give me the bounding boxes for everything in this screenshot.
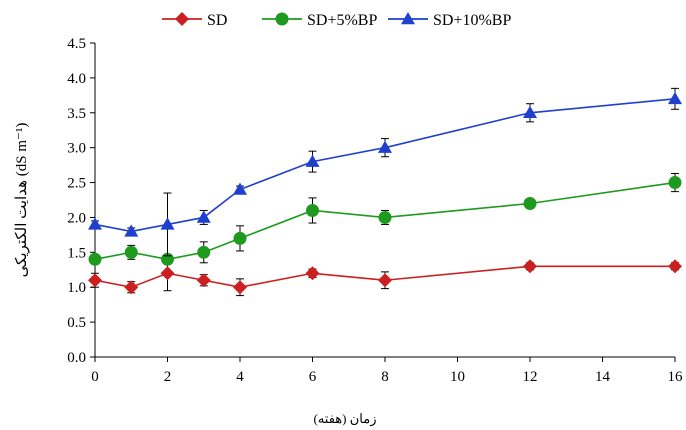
data-point (523, 259, 537, 274)
legend-label: SD (207, 12, 227, 29)
legend: SD SD+5%BP SD+10%BP (162, 12, 511, 29)
x-tick-label: 6 (309, 369, 317, 385)
x-tick-label: 14 (595, 369, 611, 385)
legend-marker (175, 12, 189, 26)
data-point (124, 224, 139, 237)
y-tick-label: 4.5 (67, 36, 86, 52)
data-point (668, 259, 682, 274)
data-point (378, 273, 392, 288)
series-diamond (88, 255, 682, 297)
x-tick-label: 12 (523, 369, 538, 385)
data-point (160, 266, 175, 281)
y-axis-label: هدایت الکتریکی (dS m⁻¹) (14, 123, 30, 278)
y-tick-label: 1.0 (67, 280, 86, 296)
data-point (160, 217, 175, 230)
data-point (124, 280, 139, 295)
legend-item: SD+5%BP (262, 12, 377, 29)
data-point (124, 245, 138, 259)
data-point (196, 273, 211, 288)
data-point (88, 217, 102, 230)
data-point (88, 252, 102, 266)
data-point (305, 266, 320, 281)
plot-area (88, 87, 682, 297)
x-tick-label: 16 (668, 369, 684, 385)
data-point (305, 154, 320, 167)
data-point (306, 203, 319, 217)
data-point (196, 210, 211, 223)
x-tick-label: 8 (381, 369, 389, 385)
x-axis-label: زمان (هفته) (314, 411, 377, 427)
legend-marker (401, 12, 415, 25)
data-point (523, 105, 537, 119)
data-point (88, 273, 102, 288)
x-tick-label: 10 (450, 369, 465, 385)
y-tick-label: 4.0 (67, 71, 86, 87)
legend-marker (275, 12, 289, 26)
data-point (668, 176, 682, 190)
data-point (233, 182, 247, 195)
x-tick-label: 2 (164, 369, 172, 385)
data-point (233, 280, 247, 295)
y-tick-label: 0.0 (67, 350, 86, 366)
legend-label: SD+10%BP (433, 12, 511, 29)
y-tick-label: 0.5 (67, 315, 86, 331)
data-point (378, 140, 392, 153)
y-tick-label: 3.5 (67, 106, 86, 122)
series-circle (88, 172, 682, 266)
legend-label: SD+5%BP (307, 12, 377, 29)
x-tick-label: 0 (91, 369, 99, 385)
y-tick-label: 2.0 (67, 210, 86, 226)
y-tick-label: 2.5 (67, 176, 86, 192)
x-tick-label: 4 (236, 369, 244, 385)
legend-item: SD+10%BP (388, 12, 511, 29)
axes: 0.0 0.5 1.0 1.5 2.0 2.5 3.0 3.5 4.0 4.5 0 2 4 6 8 10 12 1… (67, 36, 683, 385)
series-triangle (88, 87, 682, 257)
data-point (378, 210, 392, 224)
data-point (233, 231, 247, 245)
legend-item: SD (162, 12, 227, 29)
data-point (668, 91, 682, 105)
data-point (523, 196, 537, 210)
y-tick-label: 1.5 (67, 245, 86, 261)
data-point (197, 245, 211, 259)
y-tick-label: 3.0 (67, 141, 86, 157)
